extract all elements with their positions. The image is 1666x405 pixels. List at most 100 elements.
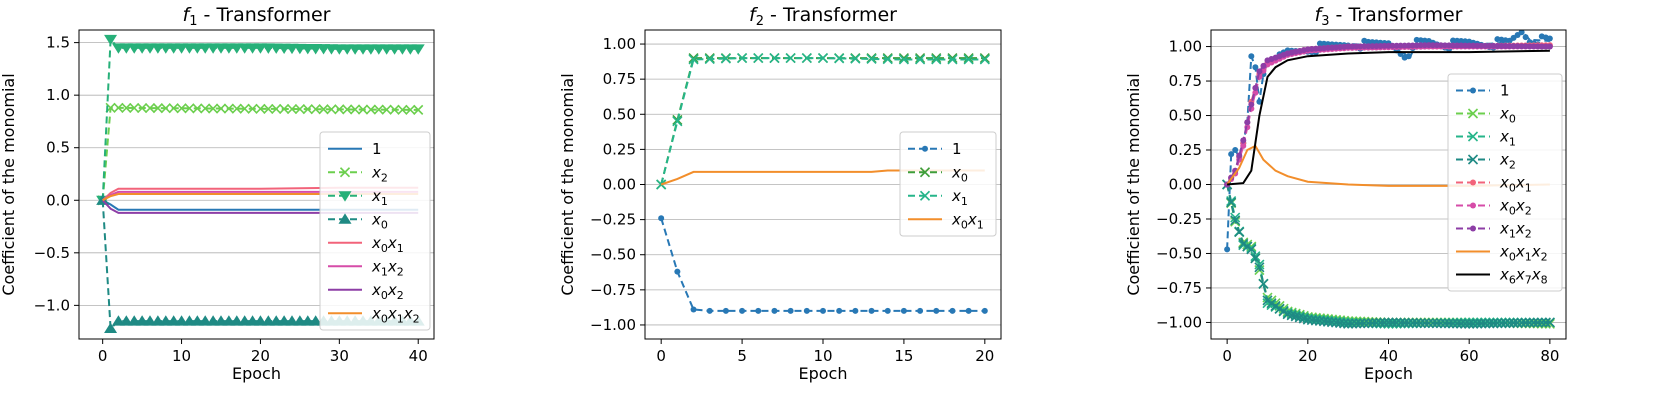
- chart-title: f1 - Transformer: [183, 4, 331, 29]
- data-point-1: [1224, 246, 1231, 253]
- legend-marker-x1: [919, 190, 931, 201]
- data-point-1: [658, 215, 665, 222]
- data-point-x2: [239, 103, 250, 114]
- y-axis-label: Coefficient of the monomial: [558, 73, 577, 295]
- data-point-1: [884, 307, 891, 314]
- axes-frame: [1210, 29, 1567, 340]
- data-point-x2: [1367, 317, 1378, 329]
- y-tick-label: 0.00: [1169, 176, 1202, 194]
- data-point-x2: [1536, 317, 1547, 328]
- data-point-1: [868, 307, 875, 314]
- data-point-x2: [1399, 317, 1410, 328]
- legend-label-1: 1: [1500, 82, 1510, 100]
- legend-box: [899, 131, 997, 237]
- chart-panel-f2: −1.00 −0.75 −0.50 −0.25 0.00 0.25 0.50 0.75 1.00…: [558, 4, 1002, 383]
- data-point-x2: [1516, 317, 1527, 328]
- data-point-x2: [413, 104, 424, 115]
- data-point-x2: [1403, 317, 1414, 328]
- legend-marker-x2: [339, 167, 351, 178]
- legend-label-x0x1: x0x1: [951, 210, 984, 231]
- data-point-x1: [672, 116, 683, 127]
- y-tick-label: −1.0: [34, 296, 70, 314]
- data-point-x1: [720, 53, 731, 64]
- data-point-x2: [1540, 317, 1551, 328]
- data-point-x1: [753, 53, 764, 64]
- legend-label-x1x2: x1x2: [1499, 220, 1532, 241]
- data-point-x0: [915, 53, 926, 64]
- data-point-1: [965, 307, 972, 314]
- legend-marker-1: [1470, 87, 1476, 94]
- legend-label-x1: x1: [371, 187, 388, 208]
- data-point-x2: [1250, 253, 1261, 264]
- data-point-x2: [1322, 316, 1334, 327]
- data-point-x2: [1427, 318, 1438, 329]
- data-point-x2: [1468, 318, 1479, 329]
- legend-marker-x0x1: [1470, 179, 1476, 186]
- data-point-x2: [1520, 317, 1531, 328]
- data-point-x2: [1363, 318, 1374, 329]
- x-tick-label: 0: [656, 347, 666, 365]
- data-point-1: [852, 307, 859, 314]
- data-point-x1: [866, 53, 877, 64]
- data-point-x2: [334, 104, 345, 115]
- legend-marker-x0: [338, 213, 352, 224]
- data-point-x2: [1339, 318, 1350, 329]
- data-point-x0: [1246, 241, 1257, 252]
- legend-label-x6x7x8: x6x7x8: [1499, 266, 1548, 287]
- data-point-x2: [397, 104, 408, 115]
- series-group: [656, 53, 990, 314]
- data-point-x2: [1330, 317, 1342, 328]
- data-point-x2: [152, 103, 163, 114]
- data-point-1: [803, 307, 810, 314]
- legend-label-x0x1x2: x0x1x2: [371, 304, 420, 325]
- chart-panel-f3: −1.00 −0.75 −0.50 −0.25 0.00 0.25 0.50 0.75 1.00…: [1124, 4, 1567, 383]
- data-point-x2: [302, 104, 313, 115]
- data-point-x2: [1246, 244, 1257, 255]
- data-point-x1x2: [1248, 101, 1255, 108]
- data-point-x1: [963, 54, 974, 65]
- data-point-x1: [898, 54, 909, 65]
- data-point-x2: [1379, 317, 1390, 328]
- data-point-x1x2: [1256, 68, 1263, 75]
- data-point-x2: [381, 104, 392, 115]
- legend-label-x2: x2: [371, 163, 388, 184]
- data-point-x2: [1371, 317, 1382, 328]
- x-tick-label: 60: [1460, 347, 1479, 365]
- y-tick-label: 0.25: [1169, 141, 1202, 159]
- data-point-1: [1232, 147, 1239, 154]
- data-point-1: [690, 306, 697, 313]
- legend-label-x1: x1: [1499, 128, 1516, 149]
- legend-label-1: 1: [372, 140, 382, 158]
- legend-label-x0x2: x0x2: [371, 281, 404, 302]
- data-point-x2: [1407, 317, 1418, 328]
- y-tick-label: −0.50: [590, 246, 636, 264]
- data-point-x1: [1254, 259, 1265, 270]
- legend-marker-x1: [1467, 131, 1479, 142]
- data-point-1: [1252, 64, 1259, 71]
- data-point-x2: [1544, 317, 1555, 328]
- data-point-1: [1518, 30, 1525, 36]
- x-tick-label: 40: [1379, 347, 1398, 365]
- data-point-x0: [931, 53, 942, 64]
- data-point-x2: [1254, 262, 1265, 273]
- data-point-x2: [215, 103, 227, 114]
- data-point-x2: [247, 103, 258, 114]
- x-tick-label: 20: [975, 347, 994, 365]
- x-axis-label: Epoch: [232, 364, 281, 383]
- data-point-x2: [1314, 315, 1325, 326]
- x-tick-label: 10: [172, 347, 191, 365]
- legend-label-x0: x0: [951, 163, 968, 184]
- chart-panel-f1: −1.0 −0.5 0.0 0.5 1.0 1.5 0 10 20 30 40 f1 - Transf…: [0, 4, 435, 383]
- data-point-x2: [1500, 318, 1511, 329]
- data-point-x1: [411, 44, 425, 55]
- data-point-x1: [737, 53, 748, 64]
- data-point-x1x2: [1260, 62, 1267, 69]
- data-point-x2: [144, 103, 156, 114]
- x-axis-label: Epoch: [1364, 364, 1413, 383]
- data-point-x2: [1302, 314, 1313, 325]
- x-tick-label: 20: [1298, 347, 1317, 365]
- data-point-x2: [1488, 318, 1499, 329]
- data-point-x2: [113, 102, 124, 113]
